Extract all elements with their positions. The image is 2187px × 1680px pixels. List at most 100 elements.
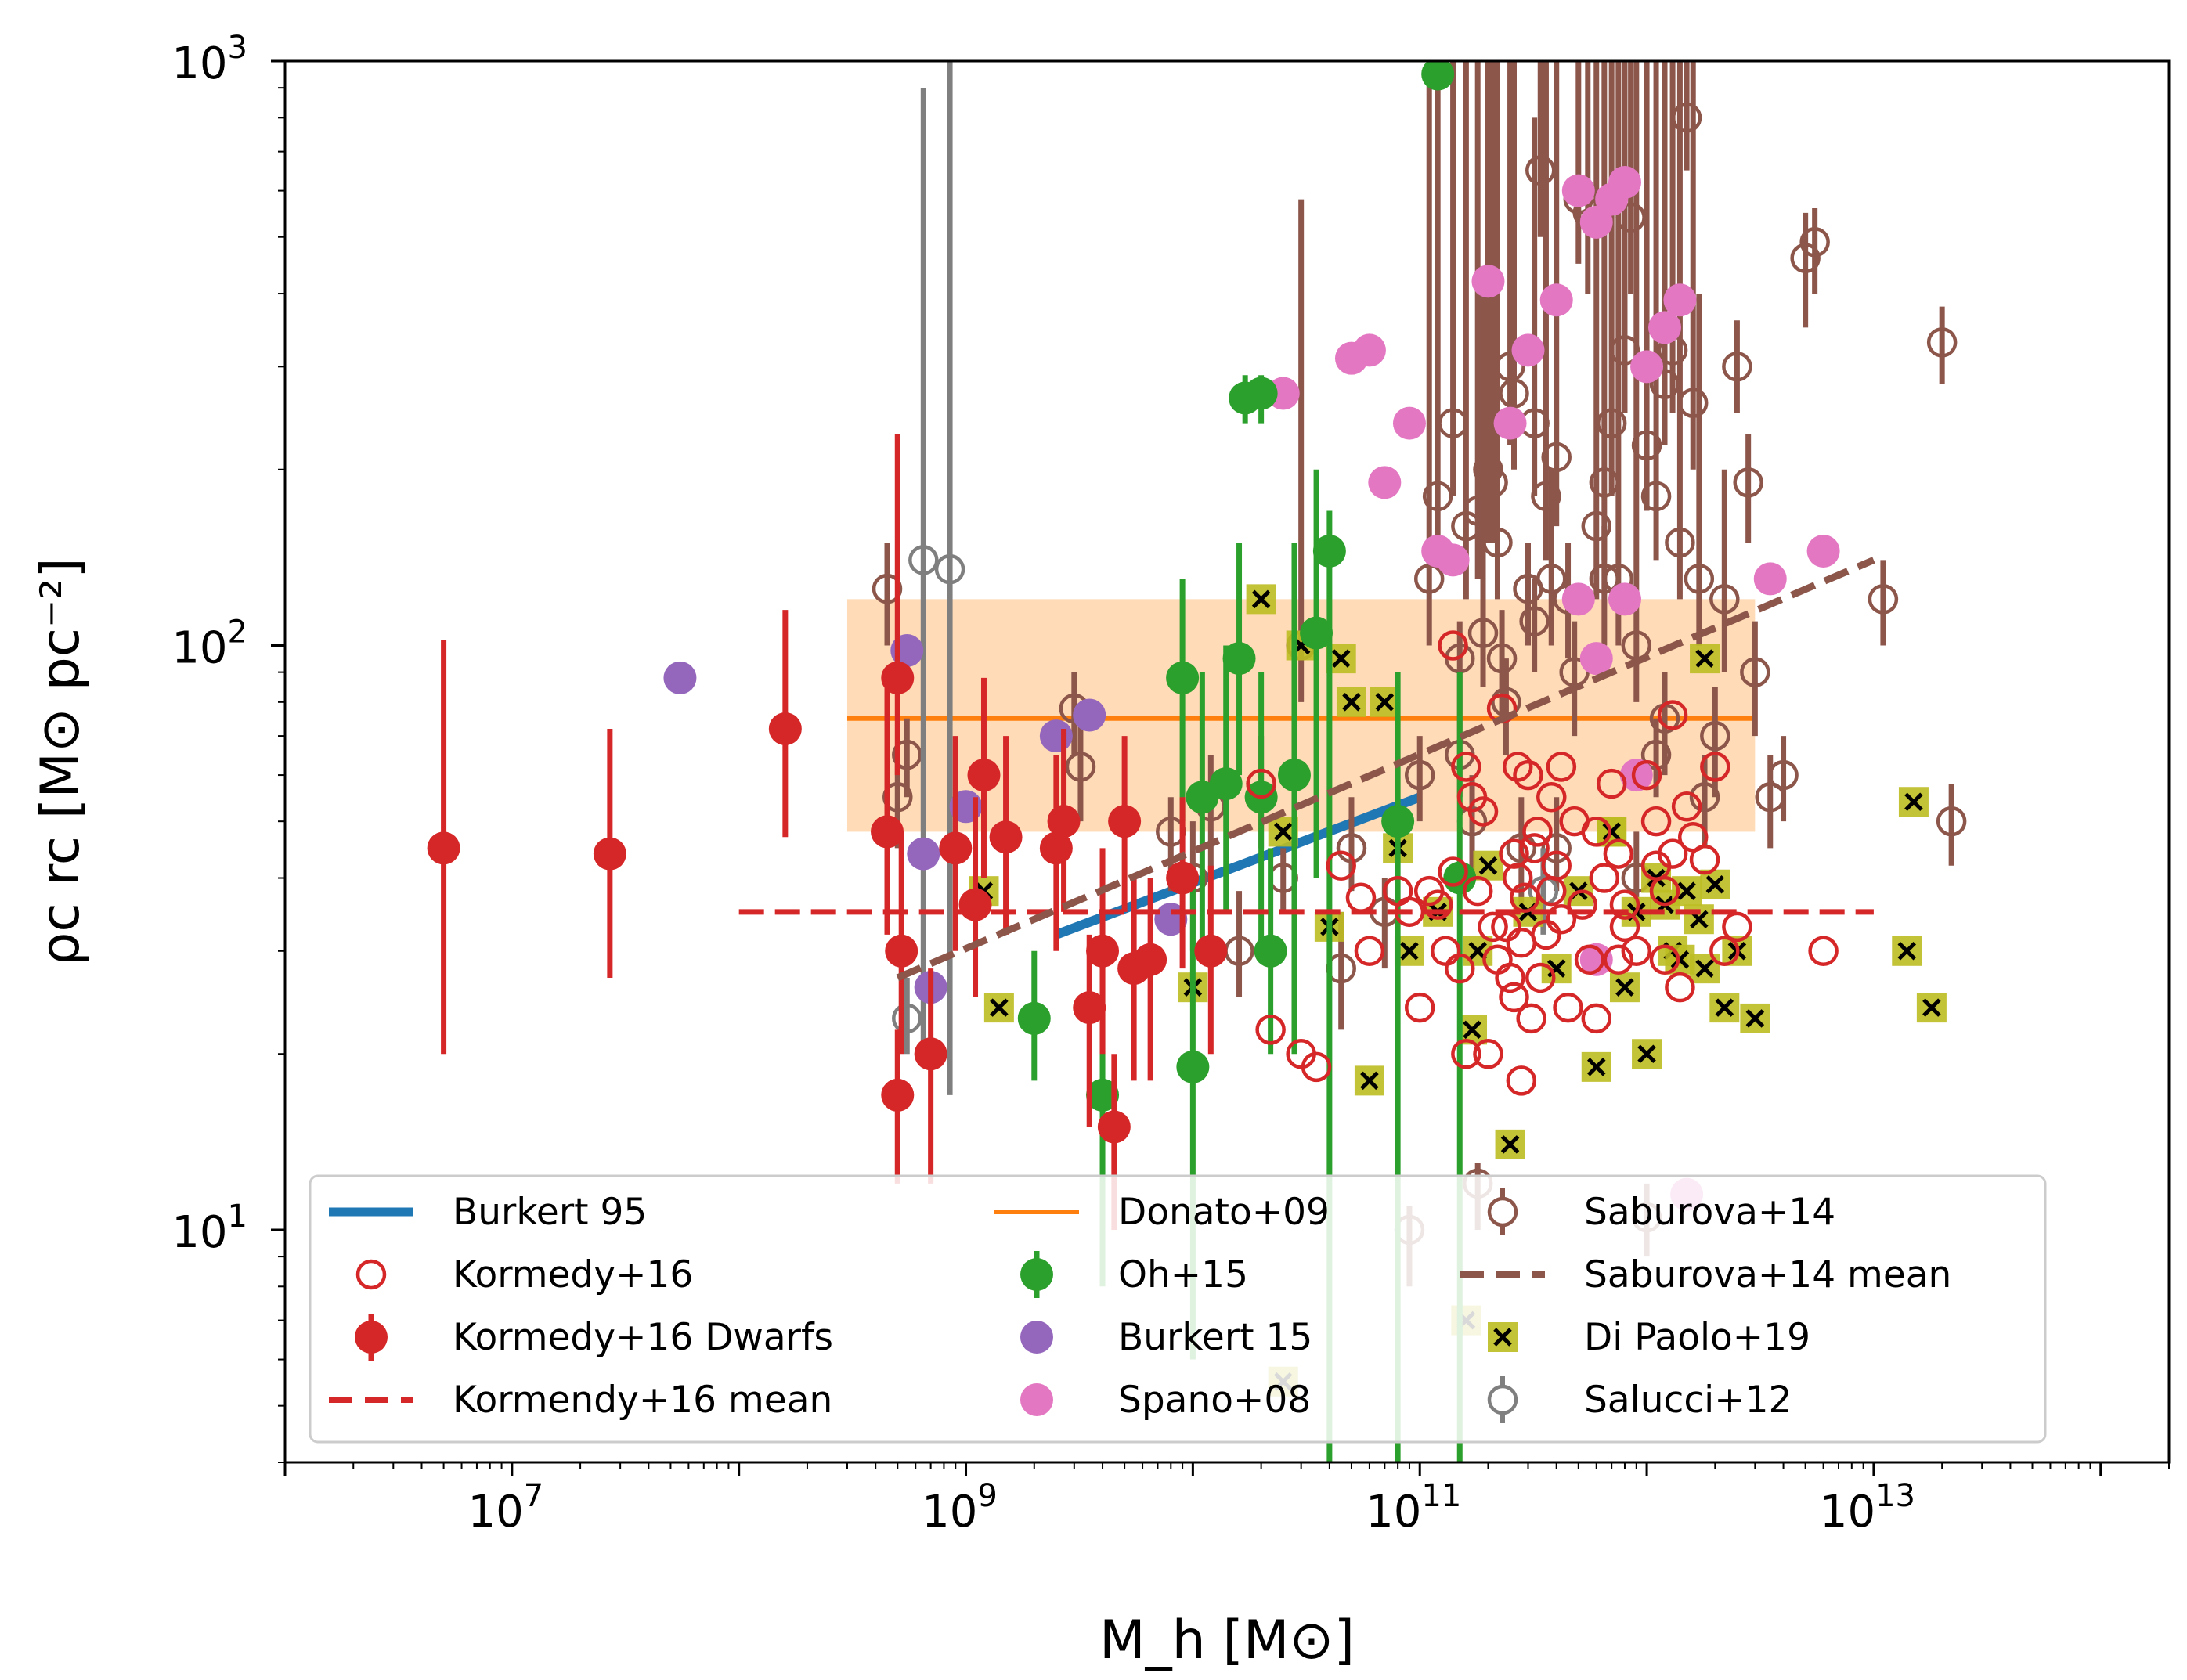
salucci-point-1 (908, 545, 939, 575)
oh-point-14 (1381, 805, 1415, 838)
kormendy-point-71 (1451, 752, 1481, 782)
kormendy-dwarfs-series (427, 434, 1228, 1230)
legend-entry-3: Kormendy+16 mean (329, 1379, 832, 1422)
legend-label: Salucci+12 (1584, 1379, 1792, 1422)
kormendy-dwarfs-point-5 (885, 934, 918, 968)
dipaolo-point-40 (1916, 993, 1947, 1023)
dipaolo-point-11 (1370, 687, 1400, 717)
spano-point-23 (1753, 562, 1787, 596)
burkert15-point-6 (1073, 698, 1106, 732)
oh-point-8 (1244, 377, 1278, 410)
spano-point-20 (1648, 311, 1682, 344)
kormendy-point-47 (1722, 911, 1752, 943)
kormendy-dwarfs-point-2 (768, 712, 802, 745)
kormendy-point-48 (1808, 936, 1839, 967)
kormendy-point-62 (1546, 903, 1577, 935)
kormendy-point-42 (1671, 791, 1702, 822)
dipaolo-point-3 (1246, 584, 1276, 615)
kormendy-point-41 (1665, 972, 1695, 1003)
saburova-point-2 (882, 782, 913, 813)
kormendy-point-73 (1609, 889, 1640, 920)
legend-filled-circle-icon (355, 1321, 388, 1354)
kormendy-dwarfs-point-6 (881, 1078, 915, 1112)
spano-point-7 (1471, 265, 1505, 298)
oh-point-13 (1312, 535, 1346, 568)
spano-point-24 (1806, 535, 1840, 568)
saburova-point-66 (1868, 584, 1899, 615)
y-axis-label: ρc rc [M⊙ pc⁻²] (30, 557, 92, 966)
kormendy-dwarfs-point-21 (1194, 934, 1228, 968)
saburova-point-23 (1467, 618, 1499, 648)
spano-point-21 (1663, 283, 1697, 317)
legend-label: Burkert 95 (453, 1191, 647, 1234)
legend-entry-11: Salucci+12 (1487, 1376, 1792, 1423)
legend-entry-5: Oh+15 (1020, 1251, 1248, 1298)
legend: Burkert 95 Kormedy+16 Kormedy+16 Dwarfs Kor… (309, 1174, 2047, 1444)
oh-point-10 (1254, 934, 1287, 968)
axis-ticks (271, 59, 2170, 1476)
legend-open-circle-icon (355, 1259, 387, 1290)
saburova-point-65 (1799, 227, 1830, 258)
kormendy-point-3 (1301, 1051, 1332, 1083)
kormendy-dwarfs-point-8 (939, 831, 973, 865)
saburova-point-73 (1462, 496, 1493, 526)
legend-box (309, 1174, 2047, 1444)
spano-point-10 (1539, 283, 1573, 317)
kormendy-point-60 (1657, 700, 1688, 730)
saburova-point-1 (892, 739, 922, 770)
saburova-point-4 (1065, 752, 1096, 782)
legend-label: Kormendy+16 mean (453, 1379, 832, 1422)
saburova-point-54 (1677, 388, 1709, 418)
saburova-point-77 (1519, 606, 1550, 636)
kormendy-point-22 (1525, 962, 1556, 993)
saburova-point-41 (1581, 510, 1612, 542)
legend-label: Di Paolo+19 (1584, 1316, 1810, 1359)
oh-point-11 (1277, 759, 1311, 792)
legend-entry-4: Donato+09 (994, 1191, 1330, 1234)
saburova-point-26 (1482, 527, 1513, 558)
kormendy-dwarfs-point-4 (881, 661, 915, 694)
kormendy-dwarfs-point-16 (1097, 1110, 1131, 1144)
dipaolo-point-23 (1581, 1051, 1611, 1082)
legend-filled-circle-icon (1020, 1321, 1053, 1354)
legend-open-circle-icon (1487, 1196, 1518, 1228)
dipaolo-point-17 (1463, 936, 1493, 966)
kormendy-point-15 (1473, 1038, 1503, 1069)
legend-label: Kormedy+16 (453, 1253, 693, 1296)
kormendy-dwarfs-point-11 (989, 820, 1023, 854)
kormendy-point-11 (1438, 630, 1468, 661)
saburova-point-36 (1541, 442, 1572, 473)
saburova-point-57 (1700, 720, 1730, 752)
saburova-point-63 (1768, 759, 1799, 791)
kormendy-dwarfs-point-9 (958, 888, 992, 921)
spano-point-11 (1561, 174, 1595, 207)
saburova-point-58 (1709, 584, 1740, 615)
legend-entry-2: Kormedy+16 Dwarfs (355, 1314, 833, 1361)
spano-point-9 (1511, 333, 1545, 367)
kormendy-point-29 (1567, 889, 1597, 920)
saburova-point-71 (1649, 369, 1680, 399)
kormendy-dwarfs-point-7 (914, 1037, 947, 1071)
kormendy-point-24 (1536, 782, 1567, 813)
spano-point-19 (1630, 350, 1664, 384)
kormendy-point-55 (1502, 752, 1533, 782)
saburova-point-49 (1640, 481, 1672, 512)
saburova-point-35 (1536, 564, 1567, 594)
spano-point-16 (1579, 642, 1613, 676)
spano-point-8 (1493, 406, 1527, 440)
saburova-point-74 (1486, 643, 1518, 674)
kormendy-point-58 (1516, 1003, 1546, 1034)
kormendy-point-46 (1709, 936, 1740, 967)
dipaolo-point-38 (1740, 1003, 1770, 1033)
legend-label: Kormedy+16 Dwarfs (453, 1316, 833, 1359)
kormendy-point-6 (1354, 936, 1385, 967)
kormendy-dwarfs-point-13 (1047, 805, 1081, 838)
legend-label: Saburova+14 (1584, 1191, 1835, 1234)
burkert15-point-2 (907, 837, 940, 871)
y-tick-label: 101 (171, 1199, 247, 1258)
spano-point-14 (1608, 165, 1641, 199)
kormendy-point-33 (1596, 768, 1627, 799)
kormendy-dwarfs-point-17 (1108, 805, 1142, 838)
saburova-point-72 (1589, 564, 1620, 594)
kormendy-point-36 (1621, 936, 1652, 967)
